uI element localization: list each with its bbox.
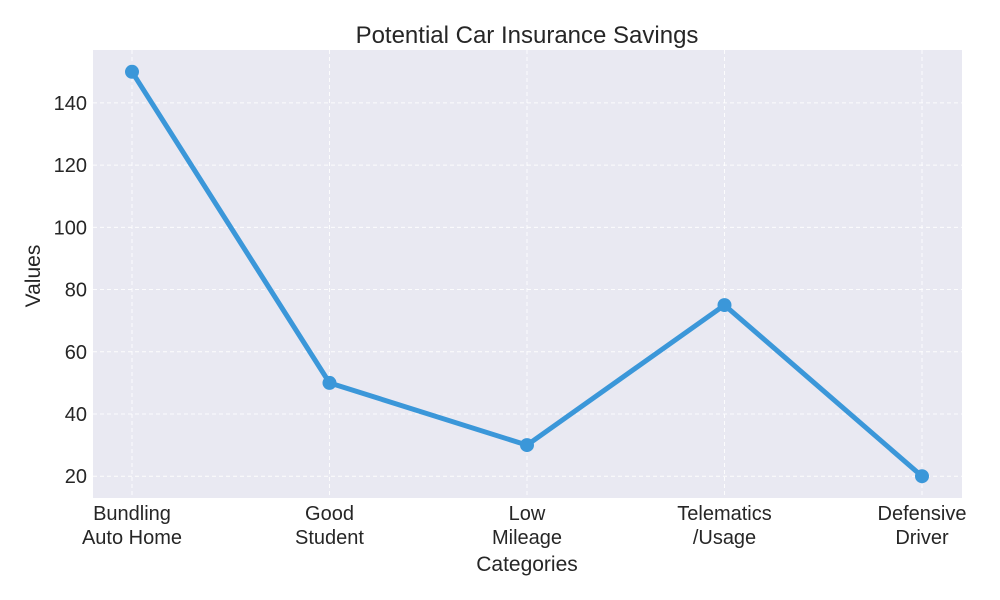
- data-point: [520, 438, 534, 453]
- data-point: [915, 469, 929, 484]
- x-axis-label: Categories: [476, 553, 578, 576]
- y-tick-label: 80: [65, 280, 87, 302]
- y-tick-label: 40: [65, 404, 87, 426]
- x-tick-label: Defensive Driver: [878, 503, 967, 549]
- grid: [93, 50, 962, 498]
- y-tick-label: 120: [54, 155, 87, 177]
- y-axis-ticks: 20 40 60 80 100 120 140: [54, 93, 87, 488]
- data-point: [717, 298, 732, 313]
- data-points: [125, 64, 929, 484]
- y-tick-label: 20: [65, 466, 87, 488]
- x-tick-label: Bundling Auto Home: [82, 503, 182, 549]
- chart-title: Potential Car Insurance Savings: [356, 22, 699, 49]
- x-axis-ticks: Bundling Auto Home Good Student Low Mileage Te…: [82, 503, 967, 549]
- x-tick-label: Telematics/Usage: [677, 503, 771, 549]
- x-tick-label: Good Student: [295, 503, 364, 549]
- y-tick-label: 60: [65, 342, 87, 364]
- y-tick-label: 100: [54, 217, 87, 239]
- data-point: [125, 64, 139, 79]
- data-point: [322, 375, 337, 390]
- y-axis-label: Values: [22, 245, 45, 308]
- x-tick-label: Low Mileage: [492, 503, 562, 549]
- y-tick-label: 140: [54, 93, 87, 115]
